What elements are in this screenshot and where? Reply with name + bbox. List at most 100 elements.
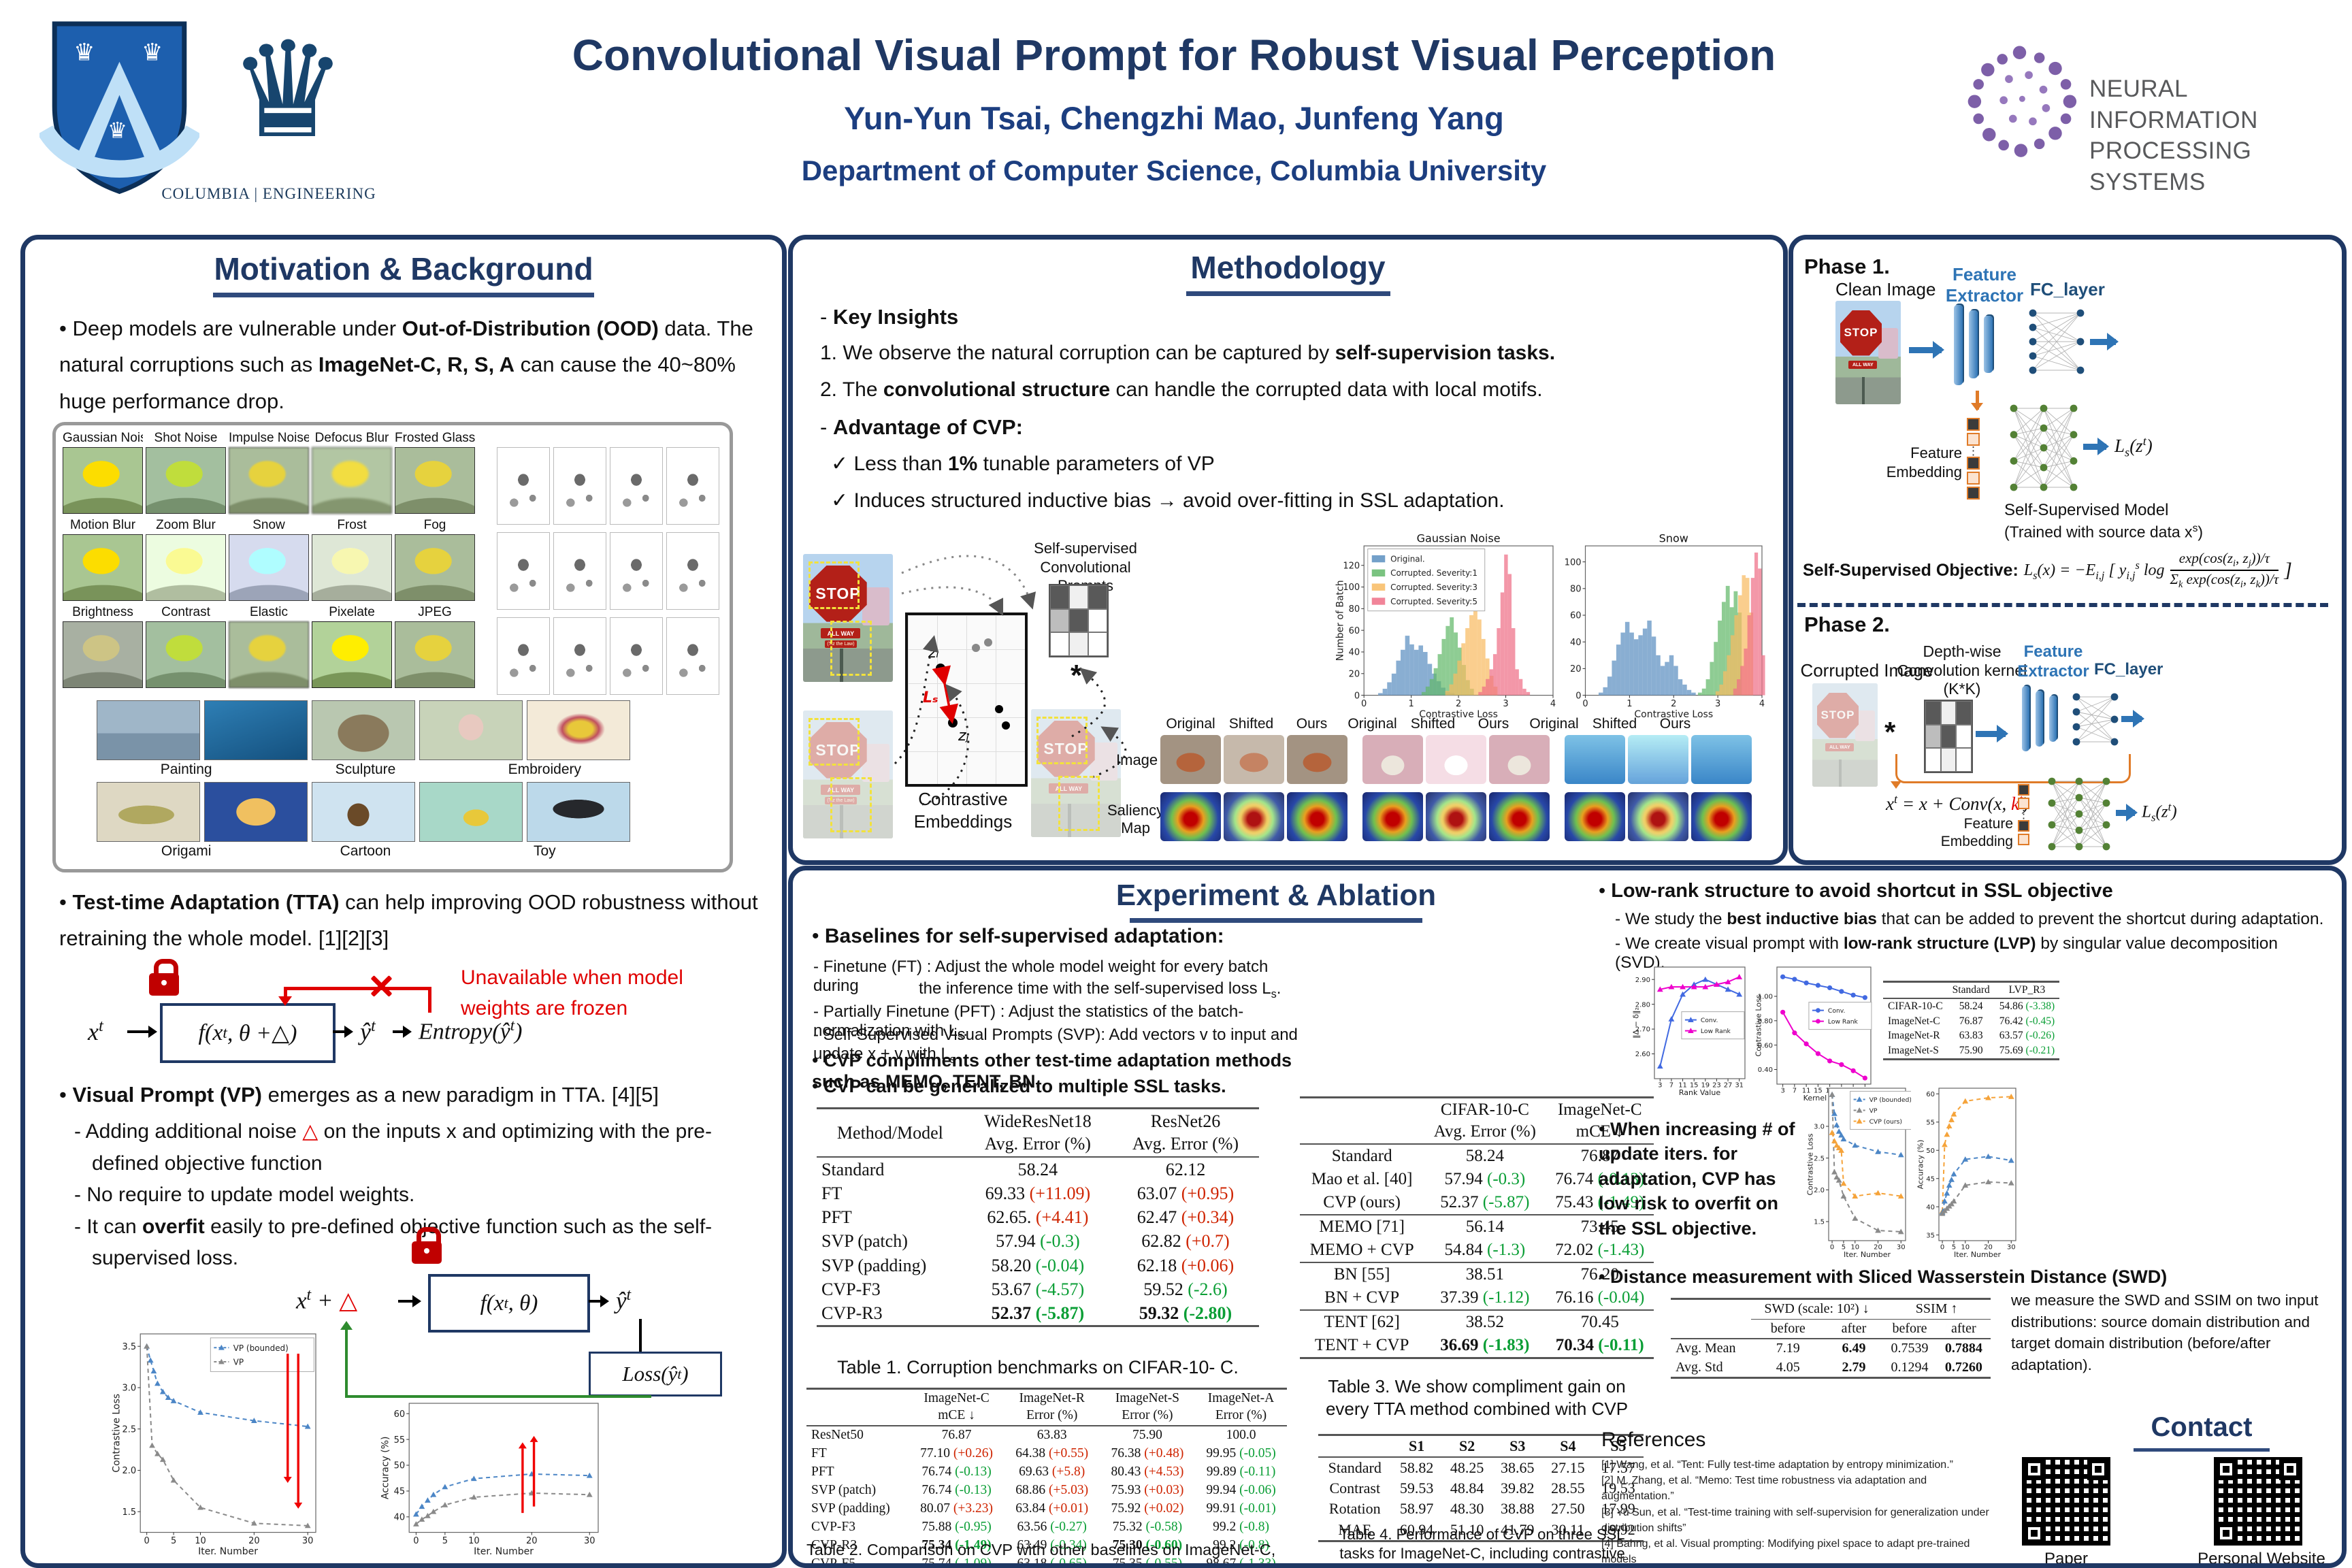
svg-text:40: 40 — [1926, 1204, 1935, 1211]
red-feedback-line — [284, 987, 287, 1000]
corruption-tile: Frost — [312, 518, 392, 601]
corruption-tile: Contrast — [146, 605, 226, 688]
arrow-icon — [333, 1026, 353, 1038]
corruption-label: Motion Blur — [69, 518, 136, 532]
ls-label: Lₛ — [923, 689, 938, 706]
image-row — [1160, 735, 1754, 784]
patch-box — [808, 561, 860, 610]
gaussian-noise-histogram: 0 20 40 60 80 100 120 0 1 2 3 4 Number of Batch Contr… — [1334, 531, 1558, 720]
lowrank-sub-1: - We study the best inductive bias that … — [1615, 910, 2324, 928]
green-feedback-line — [345, 1323, 348, 1395]
methodology-title: Methodology — [793, 249, 1783, 296]
svg-text:2: 2 — [1456, 699, 1461, 709]
kernel-cell — [1088, 608, 1107, 633]
rendition-labels-2: Origami Cartoon Toy — [97, 843, 634, 860]
svg-text:0.40: 0.40 — [1758, 1066, 1773, 1074]
vp-input: xt + △ — [296, 1286, 358, 1314]
svg-text:19: 19 — [1701, 1082, 1710, 1090]
red-feedback-line — [428, 987, 431, 1013]
phase-panel: Phase 1. Clean Image STOP ALL WAY Feature… — [1788, 235, 2347, 865]
lowrank-heading: • Low-rank structure to avoid shortcut i… — [1599, 880, 2113, 902]
saliency-row — [1160, 792, 1754, 841]
svg-text:Gaussian Noise: Gaussian Noise — [1417, 532, 1501, 544]
svg-text:30: 30 — [1897, 1244, 1906, 1252]
svg-text:23: 23 — [1712, 1082, 1721, 1090]
svg-text:2.5: 2.5 — [1814, 1155, 1825, 1162]
red-x-icon — [369, 975, 392, 998]
svg-text:Number of Batch: Number of Batch — [1335, 580, 1346, 661]
corruption-tile: Defocus Blur — [312, 431, 392, 514]
tile-header: Original — [1529, 716, 1579, 732]
svg-text:0: 0 — [1830, 1244, 1834, 1252]
toy-whale-image — [527, 782, 630, 842]
svg-text:60: 60 — [1349, 626, 1360, 636]
svg-text:10: 10 — [195, 1536, 206, 1546]
origami-tank-image — [97, 782, 200, 842]
patch-box — [1058, 775, 1100, 831]
phase1-title: Phase 1. — [1804, 255, 1890, 278]
arrow-icon — [393, 1026, 412, 1038]
cvp-generalized: • CVP can be generalized to multiple SSL… — [812, 1076, 1226, 1096]
svg-text:40: 40 — [1349, 648, 1360, 658]
svg-text:Iter. Number: Iter. Number — [1844, 1250, 1891, 1259]
sketch-examples — [497, 447, 725, 702]
motivation-bullet-ood: • Deep models are vulnerable under Out-o… — [59, 316, 753, 413]
corruption-label: Defocus Blur — [314, 431, 389, 445]
orange-down-arrow-icon — [1971, 391, 1983, 411]
svg-text:40: 40 — [394, 1513, 406, 1523]
svg-text:Contrastive Loss: Contrastive Loss — [1634, 709, 1713, 720]
table-3-caption: Table 3. We show compliment gain on ever… — [1325, 1376, 1629, 1419]
convolution-star: * — [1071, 659, 1083, 692]
ssl-network-icon — [2008, 403, 2079, 493]
svg-text:5: 5 — [442, 1536, 448, 1546]
corruption-row-1: Gaussian Noise Shot Noise Impulse Noise Def… — [63, 431, 478, 514]
svg-text:Contrastive Loss: Contrastive Loss — [1419, 709, 1498, 720]
fc-network-icon — [2027, 308, 2086, 376]
red-feedback-line — [284, 987, 430, 990]
svg-text:Corrupted. Severity:5: Corrupted. Severity:5 — [1390, 597, 1477, 606]
convolution-star: * — [1884, 716, 1896, 748]
svg-text:4: 4 — [1550, 699, 1556, 709]
corrupted-bird-image — [312, 534, 392, 601]
rendition-label: Toy — [533, 843, 556, 859]
neurips-text-line2: PROCESSING SYSTEMS — [2089, 137, 2252, 195]
corrupted-image-label: Corrupted Image — [1800, 660, 1933, 681]
iter-accuracy-chart: 35 40 45 50 55 60 0 5 10 20 30 Accuracy (%) Iter. Nu… — [1916, 1081, 2021, 1260]
contrastive-embeddings-label: Contrastive Embeddings — [913, 789, 1013, 832]
methodology-panel: Methodology - Key Insights 1. We observe… — [788, 235, 1788, 865]
reference-item: [4] Bahng, et al. Visual prompting: Modi… — [1601, 1537, 1970, 1566]
svg-text:31: 31 — [1735, 1082, 1744, 1090]
ssl-network-icon — [2046, 776, 2112, 852]
rank-value-chart: 2.60 2.70 2.80 2.90 3 7 11 15 19 23 27 31 ‖Δ − δ‖₂ Ra… — [1631, 960, 1750, 1098]
kernel-cell — [1940, 701, 1957, 725]
svg-text:Iter. Number: Iter. Number — [474, 1546, 534, 1557]
svg-text:10: 10 — [1850, 1244, 1859, 1252]
svg-text:0: 0 — [144, 1536, 150, 1546]
corruption-label: Snow — [252, 518, 285, 532]
orange-bracket — [1895, 754, 2131, 783]
svg-text:1: 1 — [1409, 699, 1414, 709]
advantage-heading: - Advantage of CVP: — [820, 415, 1023, 439]
svg-text:20: 20 — [248, 1536, 260, 1546]
kernel-cell — [1088, 585, 1107, 609]
vp-loss-box: Loss(ŷ t) — [589, 1352, 722, 1396]
cartoon-eagle-image — [312, 782, 415, 842]
corruption-label: Pixelate — [329, 605, 375, 619]
svg-text:0: 0 — [413, 1536, 419, 1546]
patch-box — [830, 777, 872, 832]
vp-overfit-loss-chart: 1.5 2.0 2.5 3.0 3.5 0 5 10 20 30 Contrastive Loss I… — [110, 1327, 321, 1557]
corruption-tile: Brightness — [63, 605, 143, 688]
rendition-label: Painting — [160, 762, 212, 777]
kernel-cell — [1925, 724, 1941, 749]
image-row-label: Image — [1116, 751, 1158, 768]
svg-text:15: 15 — [1814, 1088, 1823, 1095]
corruption-examples-box: Gaussian Noise Shot Noise Impulse Noise Def… — [52, 422, 733, 872]
tta-model-box: f(x t, θ +△) — [160, 1003, 336, 1063]
vp-overfit-accuracy-chart: 40 45 50 55 60 0 5 10 20 30 Accuracy (%) Iter. Numb… — [379, 1396, 604, 1557]
website-qr-code — [2210, 1454, 2306, 1549]
depthwise-kernel-label: Depth-wise Convolution kernel (K*K) — [1897, 642, 2027, 698]
svg-text:60: 60 — [394, 1409, 406, 1420]
arrow-icon — [127, 1026, 157, 1038]
swd-heading: • Distance measurement with Sliced Wasse… — [1599, 1267, 2168, 1287]
red-arrowhead-icon — [278, 996, 292, 1013]
